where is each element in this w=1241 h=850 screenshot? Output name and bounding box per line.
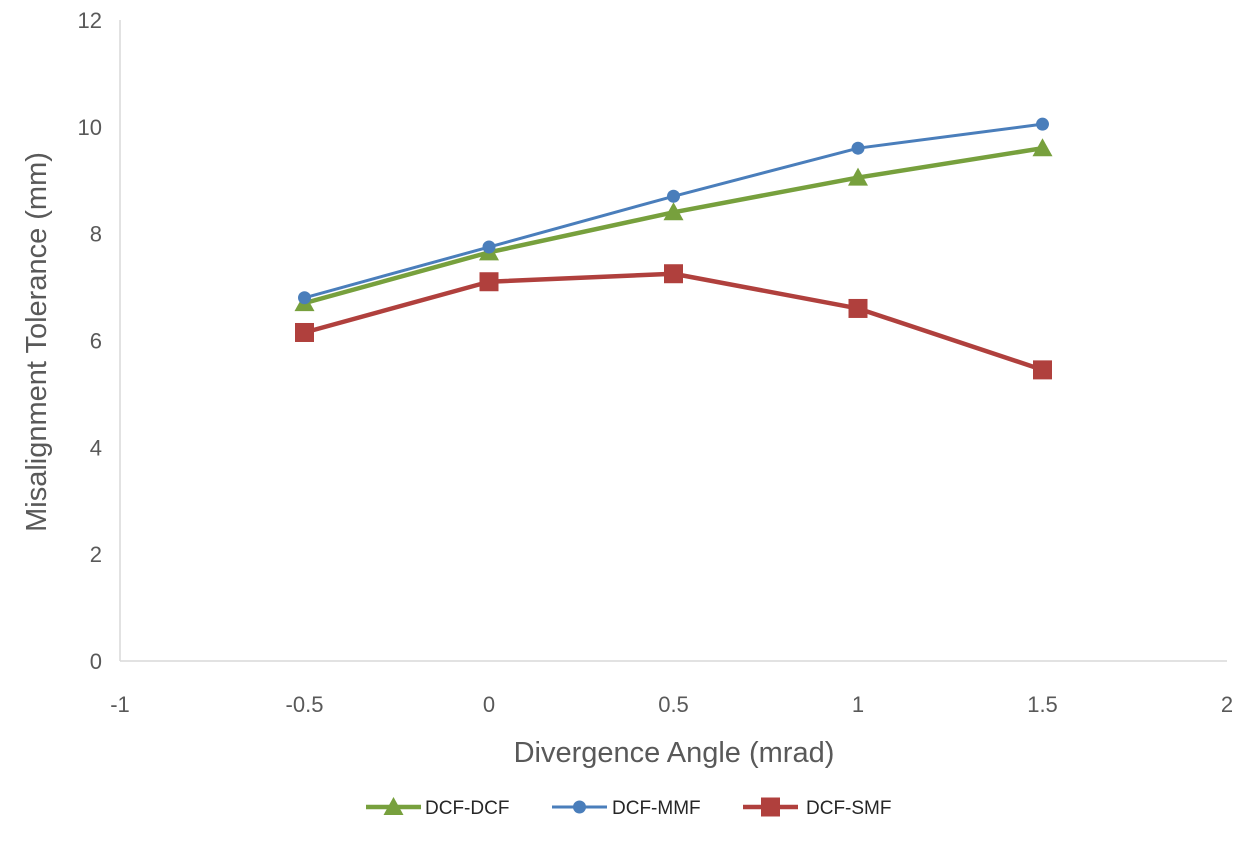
- series-dcf-smf: [295, 264, 1052, 380]
- data-point-dcf-dcf: [663, 202, 684, 221]
- data-point-dcf-dcf: [848, 167, 868, 186]
- y-tick-label: 6: [90, 329, 102, 354]
- y-tick-labels: 0 2 4 6 8 10 12: [78, 8, 102, 674]
- data-point-dcf-smf: [848, 298, 868, 318]
- data-point-dcf-smf: [1033, 360, 1052, 380]
- x-tick-label: 0: [483, 692, 495, 717]
- series-line-dcf-smf: [303, 271, 1044, 373]
- legend-label-dcf-smf: DCF-SMF: [806, 798, 891, 819]
- legend-marker-dcf-dcf: [383, 797, 404, 815]
- axes: [119, 20, 1227, 662]
- x-tick-label: 1: [852, 692, 864, 717]
- x-tick-label: -0.5: [286, 692, 324, 717]
- x-axis-title: Divergence Angle (mrad): [514, 737, 835, 769]
- legend-label-dcf-dcf: DCF-DCF: [425, 798, 509, 819]
- legend-item-dcf-mmf: DCF-MMF: [552, 798, 701, 819]
- legend-marker-dcf-mmf: [573, 800, 586, 814]
- legend-item-dcf-smf: DCF-SMF: [743, 797, 891, 819]
- data-point-dcf-mmf: [667, 189, 680, 203]
- y-tick-label: 4: [90, 435, 102, 460]
- y-tick-label: 0: [90, 649, 102, 674]
- series-layer: [294, 117, 1053, 380]
- x-tick-label: 0.5: [658, 692, 689, 717]
- legend: DCF-DCF DCF-MMF DCF-SMF: [366, 797, 891, 819]
- x-tick-label: 2: [1221, 692, 1233, 717]
- data-point-dcf-mmf: [1036, 117, 1049, 131]
- series-dcf-mmf: [298, 117, 1049, 305]
- legend-marker-dcf-smf: [761, 797, 780, 817]
- data-point-dcf-smf: [479, 272, 499, 292]
- x-tick-labels: -1 -0.5 0 0.5 1 1.5 2: [110, 692, 1233, 717]
- x-tick-label: 1.5: [1027, 692, 1058, 717]
- data-point-dcf-dcf: [1032, 138, 1053, 157]
- data-point-dcf-smf: [295, 322, 314, 342]
- y-tick-label: 10: [78, 115, 102, 140]
- legend-item-dcf-dcf: DCF-DCF: [366, 797, 509, 819]
- y-tick-label: 8: [90, 222, 102, 247]
- y-tick-label: 12: [78, 8, 102, 33]
- data-point-dcf-mmf: [482, 240, 496, 254]
- data-point-dcf-mmf: [851, 141, 865, 155]
- x-tick-label: -1: [110, 692, 130, 717]
- legend-label-dcf-mmf: DCF-MMF: [612, 798, 701, 819]
- data-point-dcf-mmf: [298, 291, 311, 305]
- y-tick-label: 2: [90, 542, 102, 567]
- data-point-dcf-smf: [664, 264, 683, 284]
- series-dcf-dcf: [294, 138, 1053, 312]
- y-axis-title: Misalignment Tolerance (mm): [21, 152, 53, 532]
